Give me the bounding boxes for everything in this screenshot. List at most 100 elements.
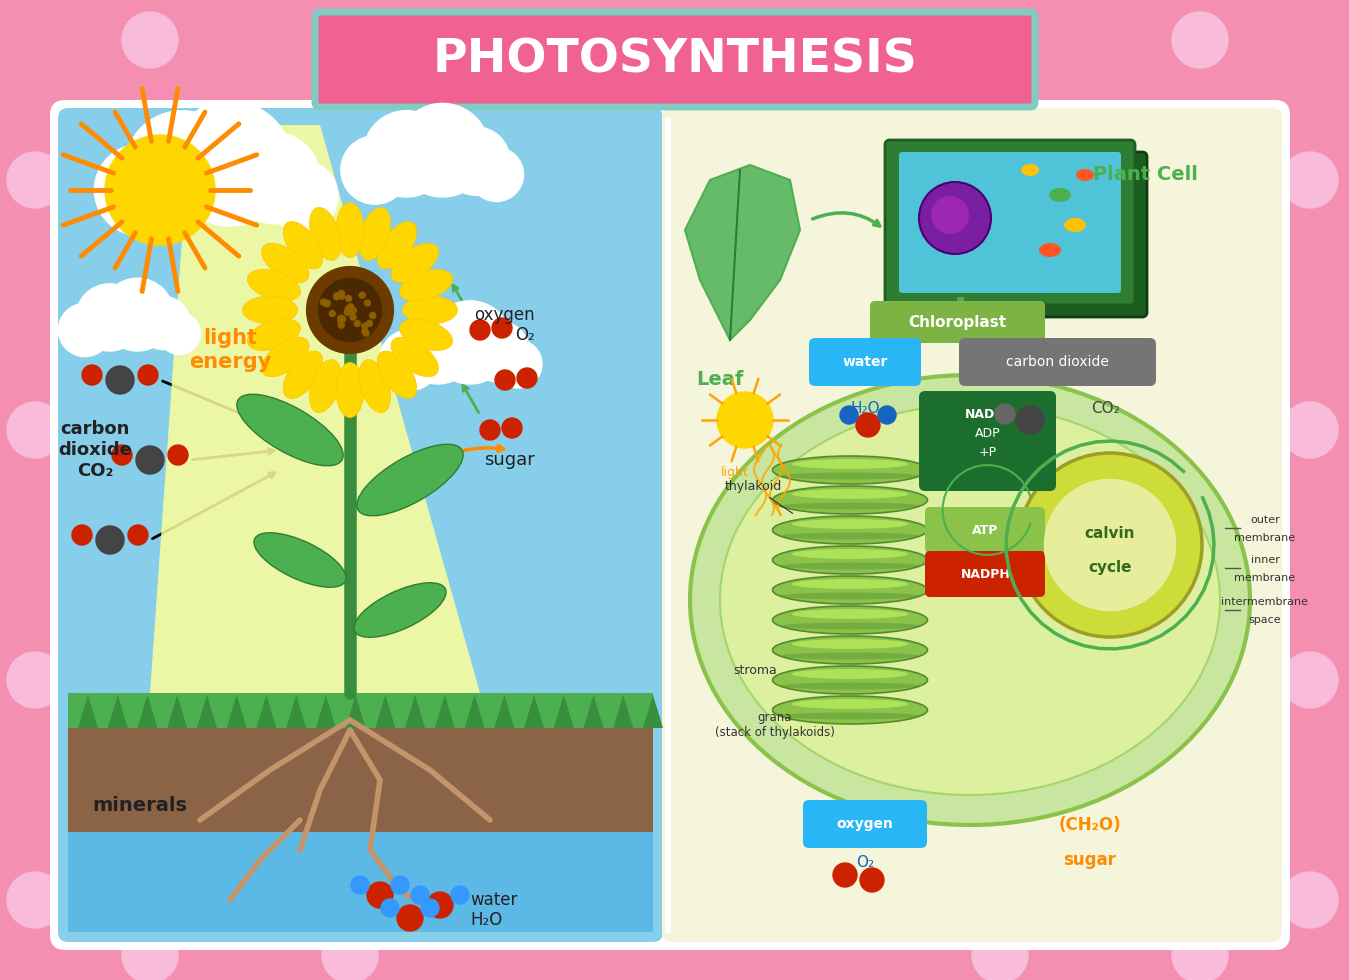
Circle shape xyxy=(1282,652,1338,708)
Ellipse shape xyxy=(378,221,417,269)
Text: sugar: sugar xyxy=(1063,851,1117,869)
Text: light: light xyxy=(722,466,749,478)
Circle shape xyxy=(366,309,372,315)
Circle shape xyxy=(331,303,336,309)
Ellipse shape xyxy=(780,712,920,719)
Circle shape xyxy=(343,319,349,325)
FancyBboxPatch shape xyxy=(809,338,921,386)
Text: +P: +P xyxy=(978,446,997,459)
Circle shape xyxy=(158,313,201,355)
Circle shape xyxy=(357,313,363,318)
Circle shape xyxy=(397,905,424,931)
Circle shape xyxy=(322,12,378,68)
Polygon shape xyxy=(375,695,395,728)
Circle shape xyxy=(861,868,884,892)
Text: membrane: membrane xyxy=(1234,533,1295,543)
Text: H₂O: H₂O xyxy=(850,401,880,416)
Ellipse shape xyxy=(792,489,908,499)
Polygon shape xyxy=(167,695,188,728)
Circle shape xyxy=(878,406,896,424)
Ellipse shape xyxy=(773,666,928,694)
Circle shape xyxy=(411,886,429,904)
Circle shape xyxy=(469,148,523,202)
Circle shape xyxy=(136,446,165,474)
Circle shape xyxy=(973,12,1028,68)
Circle shape xyxy=(363,111,449,197)
Circle shape xyxy=(322,313,328,318)
Ellipse shape xyxy=(353,583,447,637)
Circle shape xyxy=(136,296,190,350)
FancyBboxPatch shape xyxy=(898,152,1121,293)
Text: Chloroplast: Chloroplast xyxy=(908,315,1006,329)
Circle shape xyxy=(71,525,92,545)
Circle shape xyxy=(341,136,409,204)
Ellipse shape xyxy=(359,208,390,261)
Text: outer: outer xyxy=(1251,515,1280,525)
Polygon shape xyxy=(78,695,98,728)
Ellipse shape xyxy=(689,375,1251,825)
Circle shape xyxy=(1282,152,1338,208)
FancyBboxPatch shape xyxy=(925,551,1045,597)
FancyBboxPatch shape xyxy=(897,152,1147,317)
Ellipse shape xyxy=(780,563,920,569)
Circle shape xyxy=(341,295,348,301)
Circle shape xyxy=(380,899,399,917)
Circle shape xyxy=(7,152,63,208)
Circle shape xyxy=(229,132,320,223)
Circle shape xyxy=(1282,872,1338,928)
Ellipse shape xyxy=(792,669,908,679)
Ellipse shape xyxy=(720,405,1219,795)
Circle shape xyxy=(326,307,332,313)
Text: intermembrane: intermembrane xyxy=(1221,597,1309,607)
Ellipse shape xyxy=(262,243,309,282)
Ellipse shape xyxy=(792,579,908,589)
Polygon shape xyxy=(286,695,306,728)
Circle shape xyxy=(345,305,351,311)
FancyBboxPatch shape xyxy=(959,338,1156,386)
Text: O₂: O₂ xyxy=(855,855,874,869)
Circle shape xyxy=(367,882,393,908)
Circle shape xyxy=(502,418,522,438)
FancyBboxPatch shape xyxy=(316,12,1035,107)
Circle shape xyxy=(1016,406,1044,434)
Circle shape xyxy=(107,366,134,394)
Circle shape xyxy=(1018,453,1202,637)
Ellipse shape xyxy=(359,360,390,413)
Ellipse shape xyxy=(780,472,920,479)
Text: Plant Cell: Plant Cell xyxy=(1093,166,1198,184)
Ellipse shape xyxy=(262,337,309,376)
Circle shape xyxy=(306,267,394,354)
Ellipse shape xyxy=(237,394,343,466)
Text: grana
(stack of thylakoids): grana (stack of thylakoids) xyxy=(715,711,835,739)
Ellipse shape xyxy=(792,699,908,709)
Ellipse shape xyxy=(402,296,457,324)
Circle shape xyxy=(421,899,438,917)
Circle shape xyxy=(1172,927,1228,980)
Polygon shape xyxy=(434,695,455,728)
Polygon shape xyxy=(108,695,128,728)
Circle shape xyxy=(480,420,500,440)
Circle shape xyxy=(973,927,1028,980)
Ellipse shape xyxy=(399,318,453,351)
Polygon shape xyxy=(405,695,425,728)
Circle shape xyxy=(326,291,333,298)
Ellipse shape xyxy=(773,636,928,664)
Circle shape xyxy=(379,329,440,390)
Polygon shape xyxy=(345,695,366,728)
Ellipse shape xyxy=(780,532,920,540)
Ellipse shape xyxy=(773,456,928,484)
Circle shape xyxy=(339,302,345,308)
Polygon shape xyxy=(494,695,514,728)
Circle shape xyxy=(355,305,360,311)
Circle shape xyxy=(124,111,240,226)
Circle shape xyxy=(347,292,353,298)
Text: carbon
dioxide
CO₂: carbon dioxide CO₂ xyxy=(58,420,132,480)
Circle shape xyxy=(138,365,158,385)
Bar xyxy=(67,832,653,932)
Circle shape xyxy=(105,135,214,245)
Ellipse shape xyxy=(309,208,341,261)
Ellipse shape xyxy=(792,549,908,559)
Ellipse shape xyxy=(792,610,908,619)
Text: CO₂: CO₂ xyxy=(1090,401,1120,416)
Ellipse shape xyxy=(357,444,463,515)
